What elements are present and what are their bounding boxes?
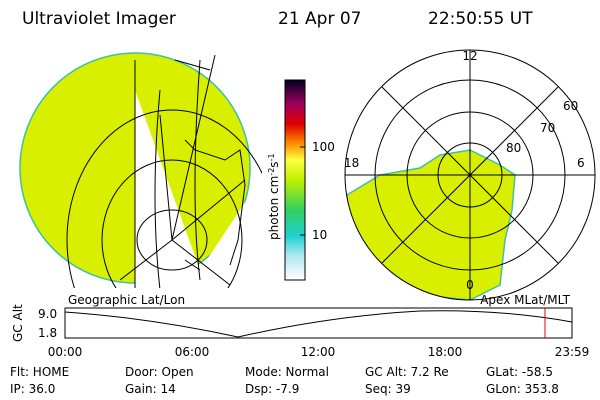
status-field: Door: Open [125, 365, 194, 379]
lat-label: 70 [540, 121, 555, 135]
colorbar-label: photon cm-2s-1 [267, 153, 281, 240]
altitude-curve [64, 310, 573, 338]
title: Ultraviolet Imager [22, 9, 176, 29]
lat-label: 80 [506, 141, 521, 155]
status-field: Mode: Normal [245, 365, 329, 379]
unit-sup: -2 [267, 168, 276, 176]
status-area: Flt: HOME IP: 36.0 Door: Open Gain: 14 Mode:… [10, 365, 559, 396]
unit: photon cm [267, 176, 281, 240]
orbit-xtick: 12:00 [301, 345, 336, 359]
colorbar-tick-label: 10 [312, 228, 327, 242]
status-field: IP: 36.0 [10, 382, 55, 396]
status-field: Gain: 14 [125, 382, 176, 396]
lat-label: 60 [563, 99, 578, 113]
unit: s [267, 161, 281, 167]
orbit-axis-label: GC Alt [11, 304, 25, 342]
mlt-label: 18 [344, 156, 359, 170]
colorbar-tick-label: 100 [312, 140, 335, 154]
polar-plot: 12 18 6 0 60 70 80 [344, 49, 596, 301]
orbit-xtick: 23:59 [555, 345, 590, 359]
date: 21 Apr 07 [278, 9, 361, 29]
orbit-xtick: 06:00 [175, 345, 210, 359]
mlt-label: 12 [462, 49, 477, 63]
status-field: GLat: -58.5 [486, 365, 553, 379]
mlt-label: 0 [466, 278, 474, 292]
orbit-left-title: Geographic Lat/Lon [68, 293, 185, 307]
status-field: Flt: HOME [10, 365, 69, 379]
colorbar [284, 79, 306, 281]
status-field: GLon: 353.8 [486, 382, 559, 396]
orbit-right-title: Apex MLat/MLT [480, 293, 570, 307]
globe-image [19, 52, 262, 288]
orbit-xtick: 18:00 [428, 345, 463, 359]
status-field: Seq: 39 [365, 382, 411, 396]
time: 22:50:55 UT [428, 9, 533, 29]
unit-sup: -1 [267, 153, 276, 161]
status-field: GC Alt: 7.2 Re [365, 365, 449, 379]
orbit-ytick: 9.0 [38, 307, 57, 321]
mlt-label: 6 [577, 156, 585, 170]
orbit-ytick: 1.8 [38, 326, 57, 340]
status-field: Dsp: -7.9 [245, 382, 299, 396]
orbit-frame [64, 307, 573, 339]
orbit-xtick: 00:00 [48, 345, 83, 359]
